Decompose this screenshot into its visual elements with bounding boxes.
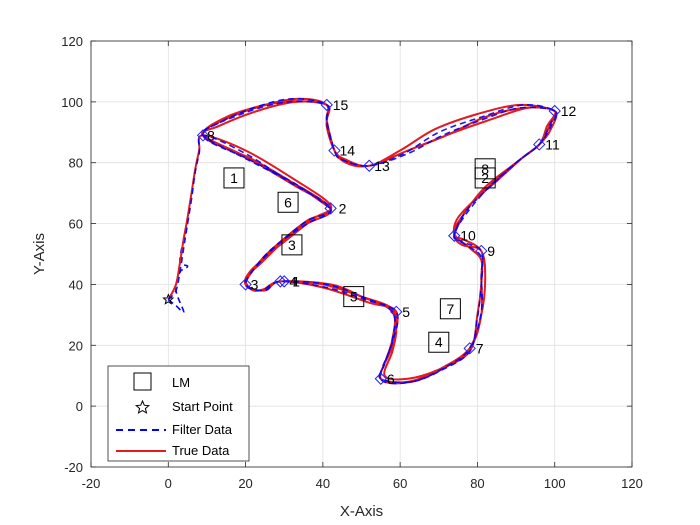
legend-start-point-symbol	[134, 399, 151, 414]
landmark-marker	[223, 167, 245, 189]
legend-true-data-label: True Data	[172, 443, 230, 458]
landmark-label: 6	[284, 194, 292, 210]
waypoint-label: 1	[292, 273, 300, 289]
waypoint-label: 10	[460, 228, 476, 244]
landmark-label: 7	[446, 301, 454, 317]
waypoint-marker	[390, 305, 403, 319]
waypoint-label: 15	[333, 97, 349, 113]
x-tick-label: 0	[165, 476, 172, 491]
x-tick-label: 80	[470, 476, 484, 491]
landmark-label: 2	[481, 170, 489, 186]
waypoint-label: 8	[207, 127, 215, 143]
legend-lm-symbol	[133, 372, 152, 391]
waypoint-marker	[363, 159, 376, 172]
waypoint-label: 13	[374, 158, 390, 174]
waypoint-marker	[463, 342, 476, 355]
waypoint-label: 5	[402, 304, 410, 320]
axes-frame	[90, 40, 633, 468]
x-tick-label: 20	[238, 476, 252, 491]
waypoint-marker	[196, 129, 210, 142]
landmark-label: 4	[435, 334, 443, 350]
ticks: -20 0 20 40 60 80 100 120 -20 0 20 40 60 80 100 120	[61, 34, 643, 491]
waypoint-marker	[278, 275, 291, 288]
landmark-marker	[281, 234, 303, 256]
waypoint-label: 12	[561, 103, 577, 119]
y-tick-label: 80	[69, 156, 83, 171]
waypoint-label: 2	[339, 200, 347, 216]
waypoint-marker	[274, 275, 287, 288]
landmark-marker	[439, 298, 461, 320]
waypoint-label: 14	[339, 143, 355, 159]
y-tick-label: 120	[61, 34, 83, 49]
waypoint-marker	[328, 144, 341, 157]
waypoint-label: 4	[289, 273, 297, 289]
landmark-label: 3	[288, 237, 296, 253]
waypoint-marker	[533, 138, 546, 151]
waypoint-label: 7	[476, 340, 484, 356]
waypoint-marker	[320, 98, 333, 112]
landmark-label: 5	[350, 289, 358, 305]
y-tick-label: 0	[76, 399, 83, 414]
y-tick-label: 60	[69, 217, 83, 232]
legend-lm-label: LM	[172, 375, 190, 390]
legend-box	[107, 365, 250, 462]
y-axis-label: Y-Axis	[31, 233, 48, 275]
start-point-marker	[162, 293, 175, 305]
legend: LM Start Point Filter Data True Data	[107, 365, 250, 462]
y-tick-label: -20	[64, 460, 83, 475]
landmark-label: 1	[230, 170, 238, 186]
legend-filter-data-label: Filter Data	[172, 422, 233, 437]
waypoint-marker	[239, 278, 252, 291]
x-axis-label: X-Axis	[340, 503, 383, 520]
waypoint-marker	[374, 372, 388, 385]
series-layer	[167, 97, 558, 385]
waypoint-marker	[548, 104, 561, 118]
waypoint-label: 11	[545, 136, 560, 152]
x-tick-label: 120	[621, 476, 643, 491]
x-tick-label: 40	[316, 476, 330, 491]
waypoint-label: 3	[251, 276, 259, 292]
x-tick-label: 100	[544, 476, 566, 491]
waypoint-marker	[475, 244, 488, 258]
landmark-marker	[428, 331, 450, 353]
y-tick-label: 100	[61, 95, 83, 110]
x-tick-label: -20	[82, 476, 101, 491]
legend-start-point-label: Start Point	[172, 399, 233, 414]
filter-data-line	[167, 97, 558, 385]
landmark-marker	[277, 191, 299, 213]
waypoint-marker	[448, 229, 461, 242]
landmark-marker	[343, 286, 365, 308]
x-tick-label: 60	[393, 476, 407, 491]
landmark-label: 8	[481, 161, 489, 177]
waypoint-label: 6	[387, 371, 395, 387]
waypoint-marker	[324, 202, 337, 215]
landmark-marker	[474, 158, 496, 180]
waypoint-label: 9	[487, 243, 495, 259]
y-tick-label: 20	[69, 338, 83, 353]
y-tick-label: 40	[69, 277, 83, 292]
